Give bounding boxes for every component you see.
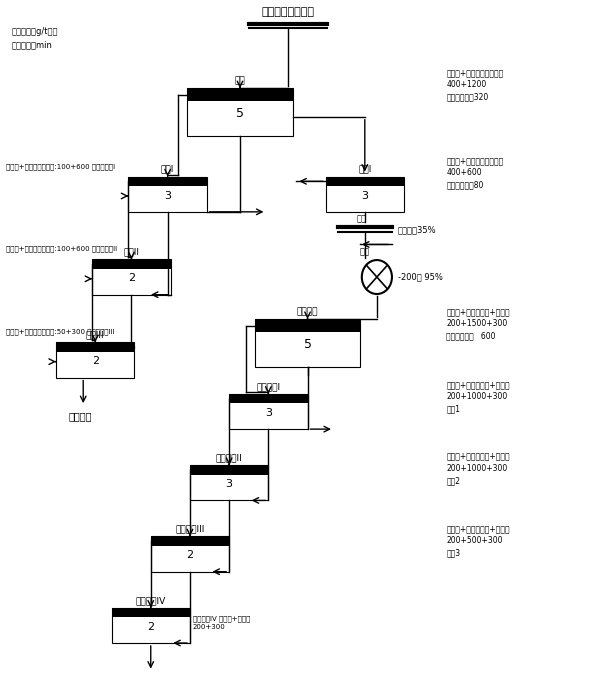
Bar xyxy=(326,177,404,186)
Text: 碳酸钠+羧甲基纤维素钠:100+600 精选调整剂I: 碳酸钠+羧甲基纤维素钠:100+600 精选调整剂I xyxy=(6,163,115,170)
Bar xyxy=(254,319,360,367)
Text: 2: 2 xyxy=(92,356,99,366)
Text: 萤石精选III: 萤石精选III xyxy=(175,525,204,534)
Text: 硫矿尾矿: 硫矿尾矿 xyxy=(69,411,92,422)
Text: 氧化油酸钠：80: 氧化油酸钠：80 xyxy=(446,181,484,189)
Text: -200目 95%: -200目 95% xyxy=(398,272,443,282)
Text: 萤石精选IV: 萤石精选IV xyxy=(136,596,166,605)
Text: 白钨加温浮选尾矿: 白钨加温浮选尾矿 xyxy=(262,7,315,17)
Text: 2: 2 xyxy=(128,274,135,283)
Text: 碳酸钠+羧甲基纤维素钠：: 碳酸钠+羧甲基纤维素钠： xyxy=(446,68,504,77)
Text: 200+300: 200+300 xyxy=(193,624,226,630)
Bar xyxy=(326,177,404,212)
Bar xyxy=(254,319,360,332)
Text: 5: 5 xyxy=(303,338,312,351)
Text: 矿浆浓度35%: 矿浆浓度35% xyxy=(398,225,437,234)
Text: 萤石精选IV 脂肪酸+硫酸铝: 萤石精选IV 脂肪酸+硫酸铝 xyxy=(193,615,250,621)
Text: 药剂用量：g/t原矿: 药剂用量：g/t原矿 xyxy=(12,27,58,36)
Bar xyxy=(128,177,207,186)
Text: 尾矿1: 尾矿1 xyxy=(446,405,460,414)
Text: 氧化油酸钠：   600: 氧化油酸钠： 600 xyxy=(446,331,496,340)
Text: 碳酸钠+羧甲基纤维素钠：: 碳酸钠+羧甲基纤维素钠： xyxy=(446,156,504,165)
Text: 萤石粗选: 萤石粗选 xyxy=(297,308,318,316)
Text: 200+1500+300: 200+1500+300 xyxy=(446,319,508,328)
Text: 萤石精选II: 萤石精选II xyxy=(216,454,242,462)
Bar xyxy=(151,536,229,572)
Text: 3: 3 xyxy=(265,408,272,418)
Text: 3: 3 xyxy=(361,191,368,200)
Text: 400+1200: 400+1200 xyxy=(446,80,487,89)
Bar xyxy=(128,177,207,212)
Text: 2: 2 xyxy=(147,622,154,631)
Bar xyxy=(112,608,190,617)
Bar xyxy=(151,536,229,546)
Text: 浮选时间：min: 浮选时间：min xyxy=(12,41,53,50)
Bar xyxy=(188,88,293,101)
Text: 尾矿3: 尾矿3 xyxy=(446,549,460,557)
Text: 2: 2 xyxy=(186,551,194,560)
Bar xyxy=(229,394,308,403)
Text: 脂肪酸+改性水玻璃+硫酸铝: 脂肪酸+改性水玻璃+硫酸铝 xyxy=(446,380,510,389)
Text: 精选II: 精选II xyxy=(124,248,139,257)
Bar xyxy=(92,259,171,295)
Bar xyxy=(92,259,171,269)
Text: 精选I: 精选I xyxy=(161,165,174,174)
Text: 筛分: 筛分 xyxy=(357,215,367,223)
Text: 尾矿2: 尾矿2 xyxy=(446,476,460,485)
Text: 200+500+300: 200+500+300 xyxy=(446,536,503,545)
Text: 碳酸钠+羧甲基纤维素钠:50+300 精选调整剂III: 碳酸钠+羧甲基纤维素钠:50+300 精选调整剂III xyxy=(6,329,115,335)
Bar xyxy=(229,394,308,429)
Text: 3: 3 xyxy=(226,479,233,489)
Text: 3: 3 xyxy=(164,191,171,200)
Bar xyxy=(56,342,134,378)
Text: 精选III: 精选III xyxy=(86,331,104,340)
Text: 200+1000+300: 200+1000+300 xyxy=(446,464,508,473)
Text: 扫选I: 扫选I xyxy=(358,165,371,174)
Text: 氧化油酸钠：320: 氧化油酸钠：320 xyxy=(446,92,488,101)
Text: 粗选: 粗选 xyxy=(235,77,245,86)
Text: 再磨: 再磨 xyxy=(360,248,370,257)
Text: 脂肪酸+改性水玻璃+硫酸铝: 脂肪酸+改性水玻璃+硫酸铝 xyxy=(446,452,510,460)
Bar xyxy=(112,608,190,643)
Text: 脂肪酸+改性水玻璃+硫酸铝: 脂肪酸+改性水玻璃+硫酸铝 xyxy=(446,307,510,316)
Text: 5: 5 xyxy=(236,107,244,120)
Bar xyxy=(56,342,134,352)
Bar xyxy=(190,465,268,475)
Text: 200+1000+300: 200+1000+300 xyxy=(446,392,508,401)
Text: 碳酸钠+羧甲基纤维素钠:100+600 精选调整剂II: 碳酸钠+羧甲基纤维素钠:100+600 精选调整剂II xyxy=(6,246,117,253)
Text: 萤石精选I: 萤石精选I xyxy=(256,382,280,391)
Text: 脂肪酸+改性水玻璃+硫酸铝: 脂肪酸+改性水玻璃+硫酸铝 xyxy=(446,524,510,533)
Text: 萤石精矿: 萤石精矿 xyxy=(139,677,162,679)
Bar xyxy=(190,465,268,500)
Text: 400+600: 400+600 xyxy=(446,168,482,177)
Bar xyxy=(188,88,293,136)
